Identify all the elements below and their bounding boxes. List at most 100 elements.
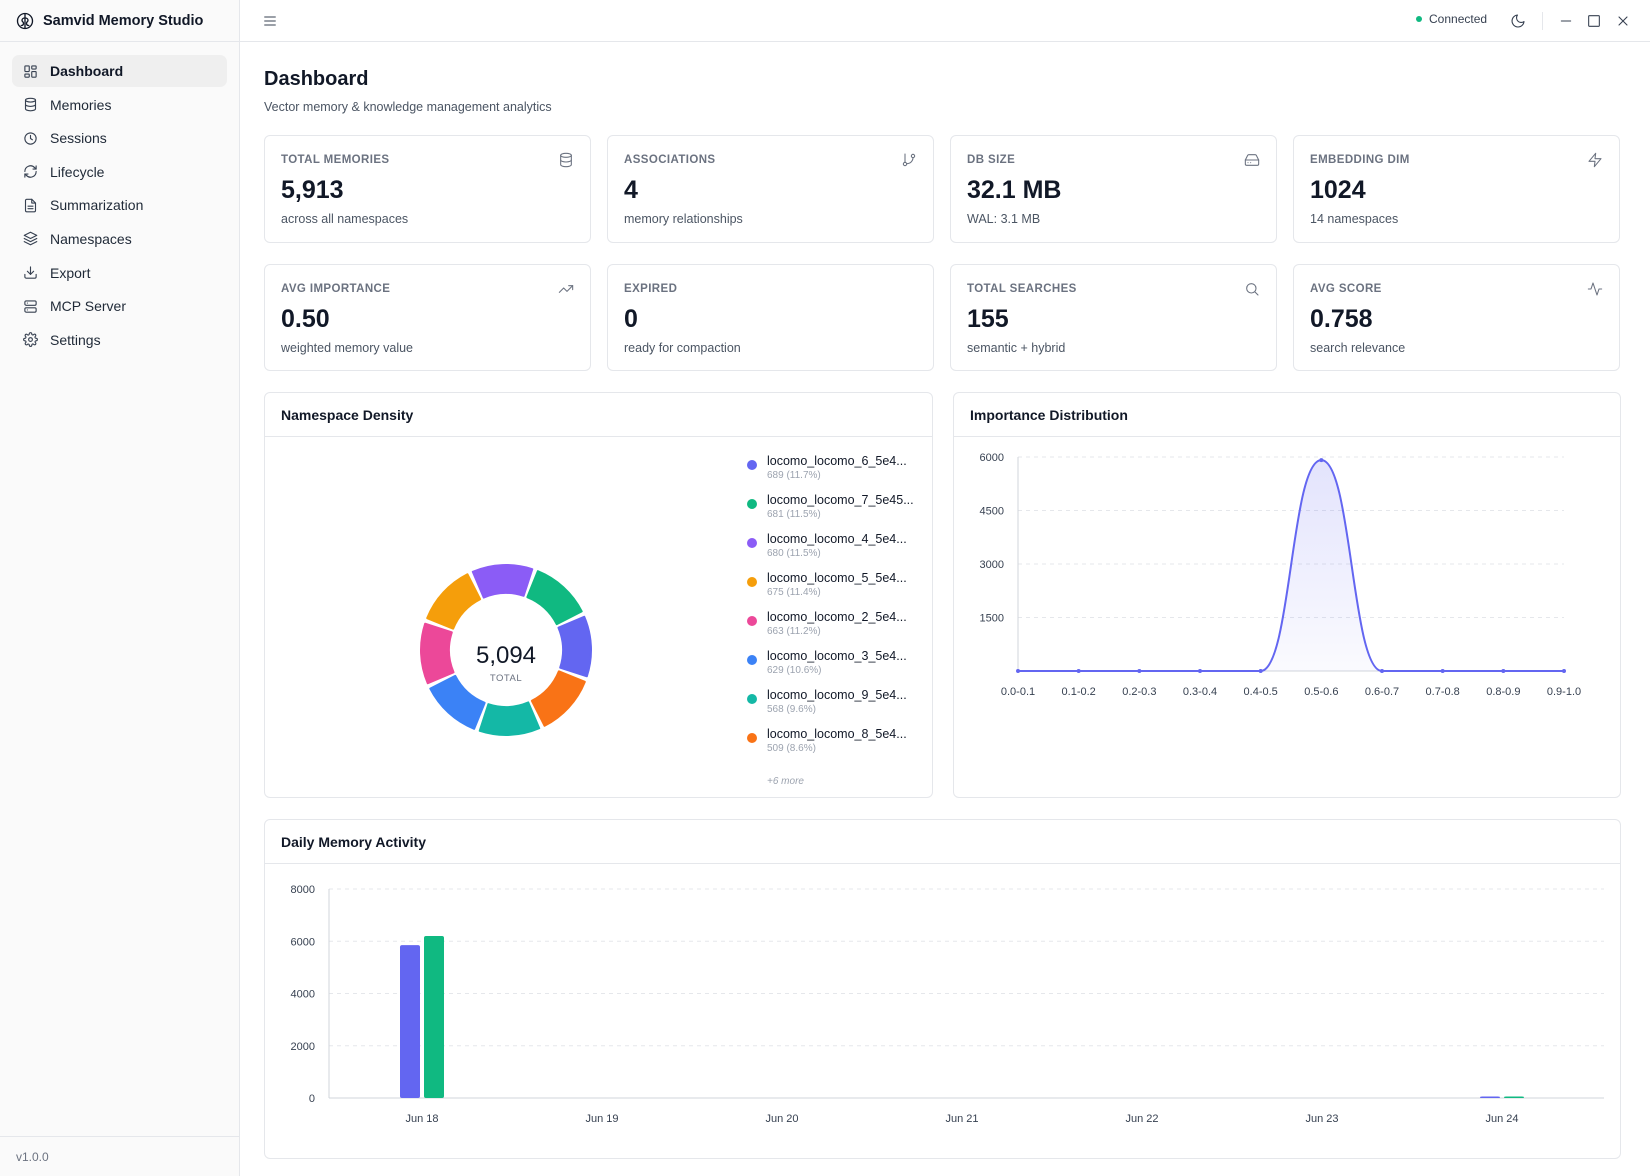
stat-card-db-size: DB SIZE 32.1 MB WAL: 3.1 MB <box>950 135 1277 243</box>
status-text: Connected <box>1429 12 1488 26</box>
data-point[interactable] <box>1016 669 1020 673</box>
panel-title: Daily Memory Activity <box>281 834 426 850</box>
stat-label: DB SIZE <box>967 154 1016 166</box>
donut-slice[interactable] <box>478 701 541 736</box>
stat-card-associations: ASSOCIATIONS 4 memory relationships <box>607 135 934 243</box>
x-tick-label: Jun 18 <box>405 1113 438 1125</box>
importance-area-chart: 1500 3000 4500 6000 0.0-0.1 0.1-0.2 0.2-0.3 0.3… <box>980 452 1582 698</box>
x-tick-label: 0.4-0.5 <box>1244 686 1278 698</box>
stat-label: EMBEDDING DIM <box>1310 154 1410 166</box>
trending-up-icon <box>558 285 574 293</box>
x-tick-label: 0.6-0.7 <box>1365 686 1399 698</box>
donut-slice[interactable] <box>429 674 486 730</box>
stat-value: 4 <box>624 176 638 204</box>
bar[interactable] <box>1504 1096 1524 1099</box>
sidebar-item-namespaces[interactable]: Namespaces <box>12 223 227 255</box>
data-point[interactable] <box>1562 669 1566 673</box>
x-tick-label: Jun 24 <box>1485 1113 1518 1125</box>
menu-toggle-button[interactable] <box>262 13 278 29</box>
donut-slice[interactable] <box>426 573 482 630</box>
stat-label: TOTAL SEARCHES <box>967 283 1077 295</box>
legend-count: 681 (11.5%) <box>767 509 821 520</box>
x-tick-label: 0.5-0.6 <box>1304 686 1338 698</box>
stat-card-total-memories: TOTAL MEMORIES 5,913 across all namespac… <box>264 135 591 243</box>
search-icon <box>1246 283 1259 296</box>
sidebar-item-memories[interactable]: Memories <box>12 89 227 121</box>
donut-slice[interactable] <box>526 570 583 626</box>
donut-slice[interactable] <box>530 670 586 727</box>
legend-count: 675 (11.4%) <box>767 587 821 598</box>
data-point[interactable] <box>1380 669 1384 673</box>
stat-desc: search relevance <box>1310 341 1406 355</box>
x-tick-label: 0.7-0.8 <box>1426 686 1460 698</box>
sidebar-item-settings[interactable]: Settings <box>12 324 227 356</box>
legend-count: 629 (10.6%) <box>767 665 822 676</box>
panel-header: Importance Distribution <box>954 393 1620 437</box>
daily-activity-panel: Daily Memory Activity 0 2000 4000 6000 8000 J… <box>264 819 1621 1159</box>
bar[interactable] <box>400 945 420 1098</box>
stat-desc: across all namespaces <box>281 212 409 226</box>
sidebar-item-export[interactable]: Export <box>12 257 227 289</box>
legend-color-dot <box>747 577 757 587</box>
donut-slice[interactable] <box>471 564 534 599</box>
legend-item: locomo_locomo_4_5e4... 680 (11.5%) <box>747 531 927 570</box>
x-tick-label: Jun 20 <box>765 1113 798 1125</box>
sidebar-item-mcp-server[interactable]: MCP Server <box>12 290 227 322</box>
connection-status: Connected <box>1416 12 1487 26</box>
sidebar-item-sessions[interactable]: Sessions <box>12 122 227 154</box>
bar[interactable] <box>1480 1096 1500 1099</box>
y-tick-label: 6000 <box>980 452 1004 464</box>
x-tick-label: 0.9-1.0 <box>1547 686 1581 698</box>
sidebar-item-label: Sessions <box>50 130 107 147</box>
data-point[interactable] <box>1440 669 1445 673</box>
sidebar-item-dashboard[interactable]: Dashboard <box>12 55 227 87</box>
legend-color-dot <box>747 655 757 665</box>
namespace-donut-chart: 5,094 TOTAL <box>420 564 592 736</box>
x-tick-label: 0.3-0.4 <box>1183 686 1217 698</box>
donut-slice[interactable] <box>557 615 592 678</box>
sidebar-item-lifecycle[interactable]: Lifecycle <box>12 156 227 188</box>
moon-icon <box>1511 14 1525 28</box>
maximize-button[interactable] <box>1586 13 1602 29</box>
data-point[interactable] <box>1501 669 1506 673</box>
close-icon <box>1618 16 1628 26</box>
server-icon <box>24 299 37 313</box>
stat-label: TOTAL MEMORIES <box>281 154 390 166</box>
x-tick-label: Jun 21 <box>945 1113 978 1125</box>
close-button[interactable] <box>1615 13 1631 29</box>
legend-label: locomo_locomo_9_5e4... <box>767 688 907 702</box>
stat-label: ASSOCIATIONS <box>624 154 716 166</box>
clock-icon <box>24 132 37 145</box>
data-point[interactable] <box>1198 669 1202 673</box>
area-line <box>1018 459 1564 672</box>
download-icon <box>24 266 37 279</box>
bar[interactable] <box>424 936 444 1098</box>
dashboard-icon <box>24 64 37 78</box>
minimize-button[interactable] <box>1558 13 1574 29</box>
donut-slice[interactable] <box>420 622 455 685</box>
legend-more-link[interactable]: +6 more <box>767 776 804 787</box>
stat-desc: WAL: 3.1 MB <box>967 212 1041 226</box>
page-subtitle: Vector memory & knowledge management ana… <box>264 100 552 114</box>
sidebar-nav: Dashboard Memories Sessions Lifecycle Su… <box>0 42 239 356</box>
stat-label: AVG SCORE <box>1310 283 1382 295</box>
git-branch-icon <box>902 153 916 167</box>
legend-color-dot <box>747 616 757 626</box>
legend-color-dot <box>747 499 757 509</box>
sidebar-item-label: Settings <box>50 331 101 348</box>
sidebar-item-label: Memories <box>50 96 112 113</box>
legend-label: locomo_locomo_6_5e4... <box>767 454 907 468</box>
legend-item: locomo_locomo_7_5e45... 681 (11.5%) <box>747 492 927 531</box>
data-point[interactable] <box>1076 669 1081 673</box>
stat-desc: weighted memory value <box>281 341 414 355</box>
sidebar-item-summarization[interactable]: Summarization <box>12 189 227 221</box>
theme-toggle-button[interactable] <box>1510 13 1526 29</box>
data-point[interactable] <box>1258 669 1263 673</box>
database-icon <box>24 97 37 112</box>
data-point[interactable] <box>1137 669 1142 673</box>
data-point[interactable] <box>1319 458 1324 463</box>
legend-item: locomo_locomo_2_5e4... 663 (11.2%) <box>747 609 927 648</box>
legend-item: locomo_locomo_3_5e4... 629 (10.6%) <box>747 648 927 687</box>
panel-title: Namespace Density <box>281 407 414 423</box>
database-icon <box>560 152 572 168</box>
